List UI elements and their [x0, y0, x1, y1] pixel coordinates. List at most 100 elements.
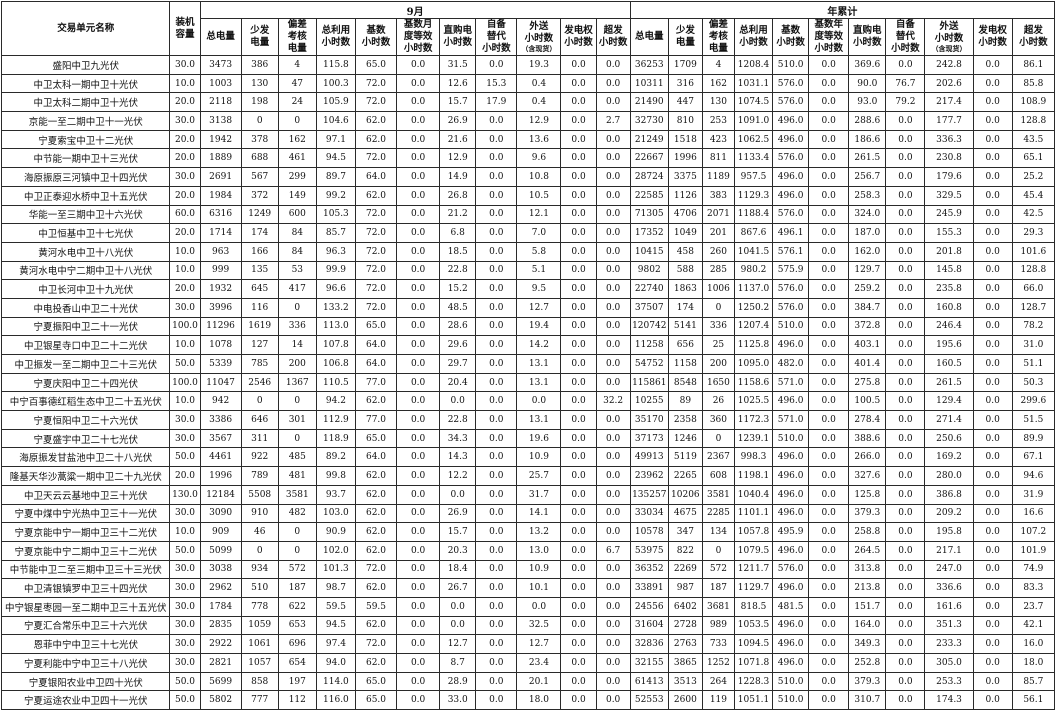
month-value-cell-3: 98.7 [315, 578, 356, 598]
month-value-cell-9: 0.0 [560, 279, 597, 299]
year-value-cell-3: 1137.0 [733, 279, 774, 299]
year-value-cell-6: 313.8 [848, 559, 887, 580]
year-value-cell-1: 987 [667, 578, 703, 598]
month-value-cell-2: 3581 [277, 484, 317, 505]
year-value-cell-0: 22740 [629, 279, 669, 299]
column-header-label: 外送 小时数 [524, 21, 554, 45]
year-value-cell-1: 2358 [667, 410, 703, 430]
month-value-cell-3: 99.8 [315, 466, 356, 486]
table-row: 中卫振发一至二期中卫二十三光伏 50.0 5339 785 200 106.8 64.0 0.… [0, 354, 1056, 374]
month-value-cell-9: 0.0 [560, 540, 597, 561]
year-value-cell-0: 120742 [629, 316, 669, 337]
capacity-cell: 30.0 [169, 653, 201, 673]
table-row: 京能一至二期中卫十一光伏 30.0 3138 0 0 104.6 62.0 0.0 26.9 0.… [0, 111, 1056, 131]
year-value-cell-9: 0.0 [972, 578, 1013, 598]
table-row: 宁夏京能中宁二期中卫三十二光伏 50.0 5099 0 0 102.0 62.0 0.0 20.… [0, 540, 1056, 561]
month-value-cell-5: 0.0 [396, 391, 441, 412]
table-row: 宁夏盛宇中卫二十七光伏 30.0 3567 311 0 118.9 65.0 0.0 34.3 0… [0, 428, 1056, 449]
year-value-cell-7: 0.0 [885, 671, 926, 692]
year-value-cell-7: 0.0 [885, 596, 926, 617]
year-value-cell-7: 0.0 [885, 466, 926, 486]
month-value-cell-6: 48.5 [439, 297, 477, 318]
year-value-cell-2: 0 [701, 540, 735, 561]
month-value-cell-10: 0.0 [595, 372, 631, 393]
month-value-cell-6: 28.9 [439, 671, 477, 692]
month-value-cell-10: 0.0 [595, 634, 631, 654]
month-value-cell-10: 2.7 [595, 111, 631, 131]
capacity-header-label: 装机 容量 [175, 16, 195, 40]
column-header-label: 直购电 小时数 [853, 25, 882, 48]
month-value-cell-2: 336 [277, 316, 317, 337]
month-value-cell-2: 654 [277, 653, 317, 673]
month-value-cell-8: 9.5 [516, 279, 562, 299]
month-value-cell-5: 0.0 [396, 596, 441, 617]
month-value-cell-8: 19.6 [516, 428, 562, 449]
capacity-cell: 30.0 [169, 578, 201, 598]
year-value-cell-1: 3375 [667, 167, 703, 187]
month-value-cell-5: 0.0 [396, 204, 441, 225]
month-value-cell-7: 0.0 [475, 484, 518, 505]
year-value-cell-10: 94.6 [1011, 466, 1056, 486]
capacity-cell: 20.0 [169, 185, 201, 206]
year-value-cell-7: 0.0 [885, 111, 926, 131]
month-value-cell-9: 0.0 [560, 428, 597, 449]
year-value-cell-9: 0.0 [972, 148, 1013, 169]
year-value-cell-8: 145.8 [924, 260, 974, 281]
year-value-cell-0: 9802 [629, 260, 669, 281]
month-value-cell-6: 31.5 [439, 55, 477, 75]
unit-name-cell: 宁夏银阳农业中卫四十光伏 [0, 671, 171, 692]
month-value-cell-3: 99.9 [315, 260, 356, 281]
month-value-cell-2: 197 [277, 671, 317, 692]
month-value-cell-1: 1059 [240, 615, 279, 636]
month-value-cell-2: 112 [277, 690, 317, 711]
month-value-cell-8: 10.5 [516, 185, 562, 206]
month-value-cell-7: 0.0 [475, 279, 518, 299]
column-header-month-10: 超发 小时数 [595, 18, 631, 56]
month-value-cell-10: 0.0 [595, 410, 631, 430]
column-header-label: 基数 小时数 [776, 25, 805, 48]
month-value-cell-3: 100.3 [315, 73, 356, 94]
year-value-cell-3: 867.6 [733, 223, 774, 243]
year-value-cell-9: 0.0 [972, 653, 1013, 673]
month-value-cell-9: 0.0 [560, 73, 597, 94]
month-value-cell-3: 110.5 [315, 372, 356, 393]
year-value-cell-5: 0.0 [808, 484, 850, 505]
year-value-cell-8: 247.0 [924, 559, 974, 580]
month-value-cell-6: 26.8 [439, 185, 477, 206]
month-value-cell-5: 0.0 [396, 185, 441, 206]
month-value-cell-2: 162 [277, 129, 317, 150]
year-value-cell-5: 0.0 [808, 503, 850, 524]
year-value-cell-1: 822 [667, 540, 703, 561]
year-value-cell-1: 2600 [667, 690, 703, 711]
month-value-cell-5: 0.0 [396, 372, 441, 393]
year-value-cell-2: 285 [701, 260, 735, 281]
year-value-cell-1: 89 [667, 391, 703, 412]
capacity-cell: 30.0 [169, 410, 201, 430]
month-value-cell-7: 0.0 [475, 410, 518, 430]
month-value-cell-1: 1619 [240, 316, 279, 337]
month-value-cell-6: 12.9 [439, 148, 477, 169]
month-value-cell-4: 72.0 [354, 279, 398, 299]
capacity-cell: 30.0 [169, 297, 201, 318]
year-value-cell-2: 2285 [701, 503, 735, 524]
month-value-cell-5: 0.0 [396, 540, 441, 561]
month-value-cell-7: 0.0 [475, 148, 518, 169]
month-value-cell-10: 0.0 [595, 297, 631, 318]
month-value-cell-1: 0 [240, 540, 279, 561]
unit-name-header: 交易单元名称 [0, 1, 171, 56]
year-value-cell-1: 5119 [667, 447, 703, 468]
year-value-cell-1: 10206 [667, 484, 703, 505]
month-value-cell-9: 0.0 [560, 503, 597, 524]
year-value-cell-8: 174.3 [924, 690, 974, 711]
year-value-cell-8: 246.4 [924, 316, 974, 337]
year-value-cell-6: 369.6 [848, 55, 887, 75]
month-value-cell-6: 28.6 [439, 316, 477, 337]
year-value-cell-2: 0 [701, 297, 735, 318]
year-value-cell-8: 336.3 [924, 129, 974, 150]
month-value-cell-4: 72.0 [354, 92, 398, 113]
month-value-cell-4: 62.0 [354, 615, 398, 636]
month-value-cell-10: 6.7 [595, 540, 631, 561]
month-value-cell-9: 0.0 [560, 167, 597, 187]
month-value-cell-5: 0.0 [396, 316, 441, 337]
month-value-cell-1: 311 [240, 428, 279, 449]
